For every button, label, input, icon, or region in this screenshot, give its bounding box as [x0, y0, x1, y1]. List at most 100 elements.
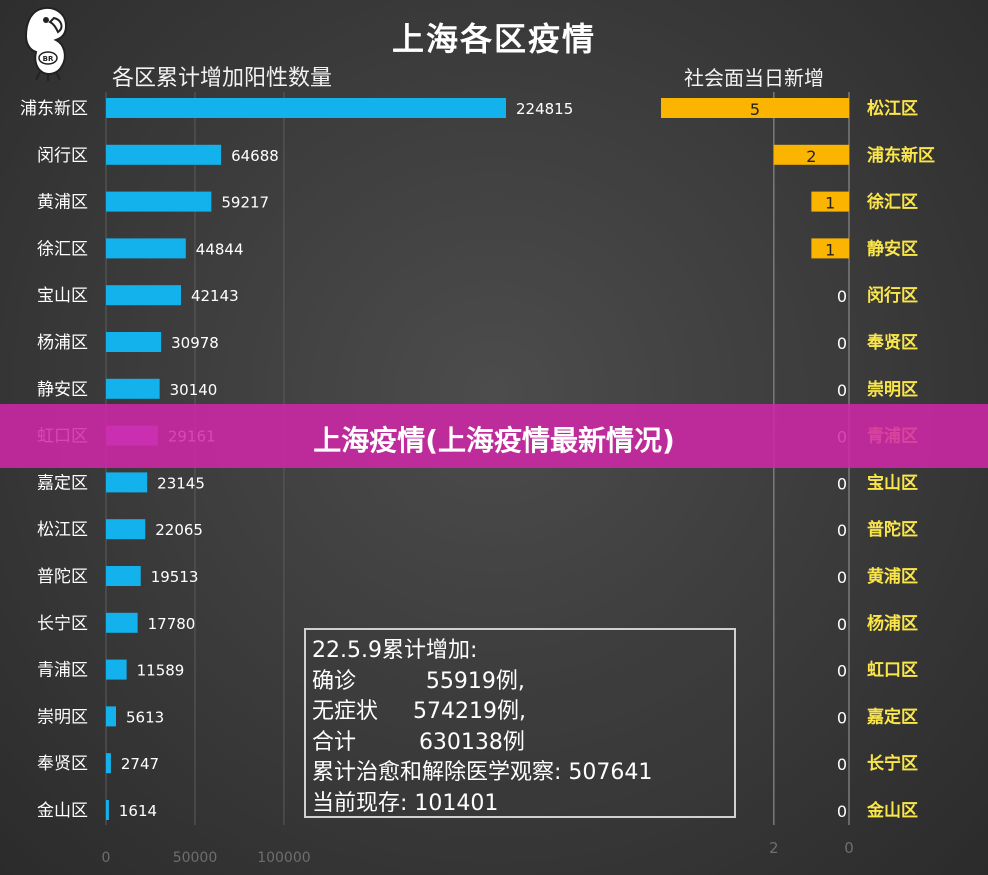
left-category-label: 浦东新区 — [20, 99, 88, 119]
left-data-label: 23145 — [157, 474, 205, 492]
right-category-label: 杨浦区 — [867, 613, 918, 634]
note-line-confirmed: 确诊 55919例, — [312, 668, 525, 694]
left-bar — [106, 800, 109, 820]
right-category-label: 宝山区 — [867, 472, 918, 493]
right-category-label: 嘉定区 — [866, 706, 918, 727]
right-bar — [811, 191, 849, 212]
right-data-label: 0 — [837, 708, 847, 727]
right-category-label: 松江区 — [867, 98, 918, 119]
left-category-label: 松江区 — [37, 520, 88, 540]
page-title: 上海各区疫情 — [391, 20, 596, 58]
right-category-label: 黄浦区 — [867, 566, 918, 587]
right-category-label: 崇明区 — [867, 380, 918, 400]
left-x-tick-label: 50000 — [173, 850, 218, 866]
right-category-label: 闵行区 — [867, 285, 918, 306]
left-bar — [106, 612, 138, 633]
left-category-label: 杨浦区 — [37, 333, 88, 353]
right-category-label: 奉贤区 — [866, 332, 918, 353]
left-data-label: 22065 — [155, 521, 203, 539]
left-data-label: 64688 — [231, 147, 279, 165]
note-line-recovered: 累计治愈和解除医学观察: 507641 — [312, 760, 653, 785]
left-category-label: 嘉定区 — [37, 473, 88, 493]
left-category-label: 崇明区 — [37, 707, 88, 727]
left-data-label: 17780 — [148, 615, 196, 633]
right-x-tick-label: 0 — [844, 839, 854, 857]
right-data-label: 0 — [837, 615, 847, 634]
left-x-tick-label: 100000 — [257, 850, 310, 866]
left-bar — [106, 378, 160, 399]
left-data-label: 224815 — [516, 100, 573, 118]
left-bar — [106, 238, 186, 259]
left-category-label: 闵行区 — [37, 146, 88, 166]
right-data-label: 0 — [837, 662, 847, 681]
left-bar — [106, 144, 222, 165]
right-category-label: 浦东新区 — [867, 145, 935, 166]
right-data-label: 1 — [825, 240, 835, 259]
left-bar — [106, 706, 116, 727]
parrot-logo-icon: BR — [24, 7, 68, 81]
right-data-label: 0 — [837, 474, 847, 493]
left-data-label: 44844 — [196, 240, 244, 258]
right-category-label: 徐汇区 — [866, 192, 918, 213]
note-line-asymptomatic: 无症状 574219例, — [312, 699, 526, 724]
left-data-label: 59217 — [221, 194, 269, 212]
right-data-label: 5 — [750, 100, 760, 119]
right-x-tick-label: 2 — [769, 839, 779, 857]
right-data-label: 1 — [825, 194, 835, 213]
right-data-label: 0 — [837, 802, 847, 821]
right-data-label: 0 — [837, 568, 847, 587]
right-bar — [811, 238, 849, 259]
left-bar — [106, 332, 162, 352]
left-data-label: 5613 — [126, 708, 164, 726]
left-category-label: 黄浦区 — [37, 193, 88, 213]
left-category-label: 静安区 — [37, 380, 88, 400]
left-data-label: 2747 — [121, 755, 159, 773]
note-line-current: 当前现存: 101401 — [312, 790, 499, 816]
left-data-label: 1614 — [119, 802, 157, 820]
right-bar — [773, 144, 849, 165]
left-x-tick-label: 0 — [102, 850, 111, 866]
left-category-label: 青浦区 — [37, 661, 88, 681]
left-chart-title: 各区累计增加阳性数量 — [112, 66, 333, 91]
left-data-label: 19513 — [151, 568, 199, 586]
left-category-label: 徐汇区 — [37, 239, 88, 259]
left-category-label: 金山区 — [37, 801, 88, 821]
left-bar — [106, 191, 212, 212]
svg-text:BR: BR — [43, 55, 54, 63]
right-data-label: 0 — [837, 381, 847, 400]
note-line-date: 22.5.9累计增加: — [312, 638, 478, 663]
right-category-label: 普陀区 — [867, 519, 918, 540]
right-data-label: 0 — [837, 334, 847, 353]
right-category-label: 虹口区 — [867, 661, 918, 681]
right-bar — [661, 98, 849, 118]
right-data-label: 0 — [837, 287, 847, 306]
right-category-label: 静安区 — [867, 238, 918, 259]
overlay-banner — [0, 404, 988, 468]
left-bar — [106, 472, 148, 493]
left-category-label: 普陀区 — [37, 567, 88, 587]
left-data-label: 11589 — [137, 662, 185, 680]
banner-title: 上海疫情(上海疫情最新情况) — [313, 424, 675, 457]
left-category-label: 奉贤区 — [37, 754, 88, 774]
left-bar — [106, 98, 506, 118]
left-bar — [106, 753, 111, 774]
summary-note-box: 22.5.9累计增加: 确诊 55919例, 无症状 574219例, 合计 6… — [304, 628, 736, 818]
left-category-label: 长宁区 — [37, 614, 88, 634]
right-data-label: 0 — [837, 755, 847, 774]
right-category-label: 金山区 — [866, 800, 918, 821]
right-data-label: 0 — [837, 521, 847, 540]
left-data-label: 30978 — [171, 334, 219, 352]
left-bar — [106, 566, 141, 586]
right-data-label: 2 — [806, 147, 816, 166]
note-line-total: 合计 630138例 — [312, 729, 525, 755]
left-bar — [106, 519, 146, 540]
left-data-label: 42143 — [191, 287, 239, 305]
right-category-label: 长宁区 — [867, 753, 918, 774]
left-bar — [106, 285, 181, 306]
left-data-label: 30140 — [170, 381, 218, 399]
right-chart-title: 社会面当日新增 — [684, 66, 824, 90]
left-category-label: 宝山区 — [37, 286, 88, 306]
left-bar — [106, 659, 127, 680]
